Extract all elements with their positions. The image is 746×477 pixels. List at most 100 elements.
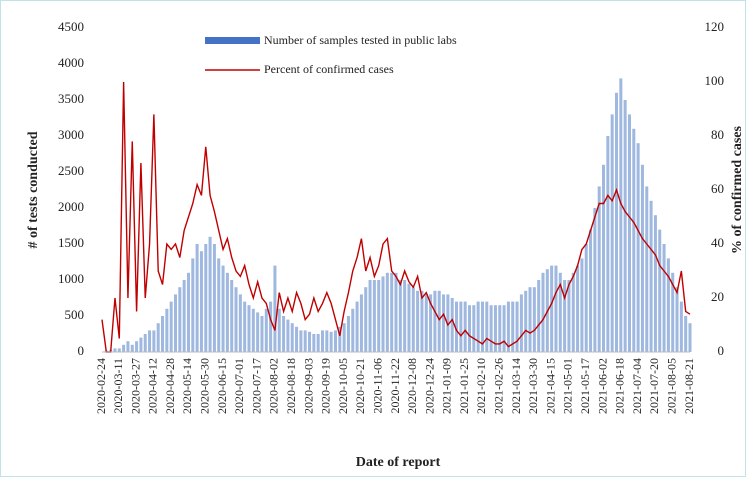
bar (636, 143, 640, 352)
x-tick-label: 2021-02-10 (474, 358, 488, 414)
x-tick-label: 2020-08-02 (267, 358, 281, 414)
x-tick-label: 2020-11-22 (388, 358, 402, 414)
bar (351, 308, 355, 352)
bar (182, 280, 186, 352)
x-tick-label: 2021-03-30 (526, 358, 540, 414)
bar (299, 330, 303, 352)
bar (675, 287, 679, 352)
x-tick-label: 2020-09-03 (301, 358, 315, 414)
bar (204, 244, 208, 352)
bar (532, 287, 536, 352)
bar (225, 272, 229, 352)
legend-label: Percent of confirmed cases (264, 62, 394, 76)
bar (632, 128, 636, 352)
x-tick-label: 2020-10-21 (353, 358, 367, 414)
bar (273, 265, 277, 352)
bar (394, 272, 398, 352)
x-tick-label: 2020-07-01 (232, 358, 246, 414)
bar (502, 305, 506, 352)
y2-tick-label: 60 (711, 181, 724, 196)
bar (480, 301, 484, 352)
bar (178, 287, 182, 352)
bar (117, 348, 121, 352)
bar (571, 272, 575, 352)
bar (333, 330, 337, 352)
bar (550, 265, 554, 352)
bar (173, 294, 178, 352)
x-tick-label: 2021-05-17 (578, 358, 592, 414)
x-tick-label: 2021-07-20 (647, 358, 661, 414)
bar (212, 244, 216, 352)
bar (295, 326, 299, 352)
bar (156, 323, 160, 352)
bar (320, 330, 325, 352)
bar (602, 164, 606, 352)
bar (186, 272, 190, 352)
bar (230, 280, 234, 352)
x-tick-label: 2021-04-15 (543, 358, 557, 414)
bar (580, 258, 584, 352)
bar (256, 312, 260, 352)
bar (442, 294, 446, 352)
y-tick-label: 3500 (58, 91, 84, 106)
x-tick-label: 2021-07-04 (630, 358, 644, 414)
x-tick-label: 2020-08-18 (284, 358, 298, 414)
bar (537, 280, 541, 352)
y-tick-label: 0 (78, 343, 85, 358)
bar (567, 280, 571, 352)
bar (597, 186, 601, 352)
y-tick-label: 2000 (58, 199, 84, 214)
y2-tick-label: 20 (711, 289, 724, 304)
x-tick-label: 2020-02-24 (94, 358, 108, 414)
x-tick-label: 2021-06-18 (613, 358, 627, 414)
bar (455, 301, 459, 352)
bar (640, 164, 644, 352)
bar (584, 244, 588, 352)
bar (671, 272, 675, 352)
bar (199, 251, 203, 352)
bar (524, 290, 528, 352)
bar (338, 326, 342, 352)
x-tick-label: 2021-03-14 (509, 358, 523, 414)
bar (312, 334, 316, 352)
bar (113, 348, 117, 352)
bar (139, 337, 143, 352)
x-tick-label: 2020-03-11 (111, 358, 125, 414)
bar (610, 114, 614, 353)
bar (614, 92, 619, 353)
x-tick-label: 2021-05-01 (561, 358, 575, 414)
bar (485, 301, 489, 352)
y2-tick-label: 0 (718, 343, 725, 358)
bar (303, 330, 307, 352)
bar (264, 308, 268, 352)
bar (489, 305, 493, 352)
bar (519, 294, 523, 352)
bar (576, 265, 580, 352)
bar (169, 301, 173, 352)
y-tick-label: 1500 (58, 235, 84, 250)
x-tick-label: 2020-10-05 (336, 358, 350, 414)
bar (269, 301, 273, 352)
bar (329, 331, 333, 352)
bar (377, 280, 381, 352)
x-tick-label: 2020-04-28 (163, 358, 177, 414)
bar (217, 258, 221, 352)
bar (558, 272, 562, 352)
bar (433, 290, 437, 352)
y-tick-label: 4500 (58, 19, 84, 34)
bar (528, 287, 532, 352)
y-tick-label: 2500 (58, 163, 84, 178)
x-tick-label: 2021-01-09 (440, 358, 454, 414)
bar (161, 316, 165, 352)
y-axis-title: # of tests conducted (26, 131, 41, 248)
bar (653, 215, 657, 352)
bar (459, 301, 463, 352)
bar (658, 229, 662, 352)
bar (450, 298, 454, 352)
bar (325, 330, 329, 352)
bar (679, 301, 683, 352)
bar (429, 294, 433, 352)
bar (355, 301, 359, 352)
bar (666, 258, 670, 352)
bar (238, 294, 242, 352)
